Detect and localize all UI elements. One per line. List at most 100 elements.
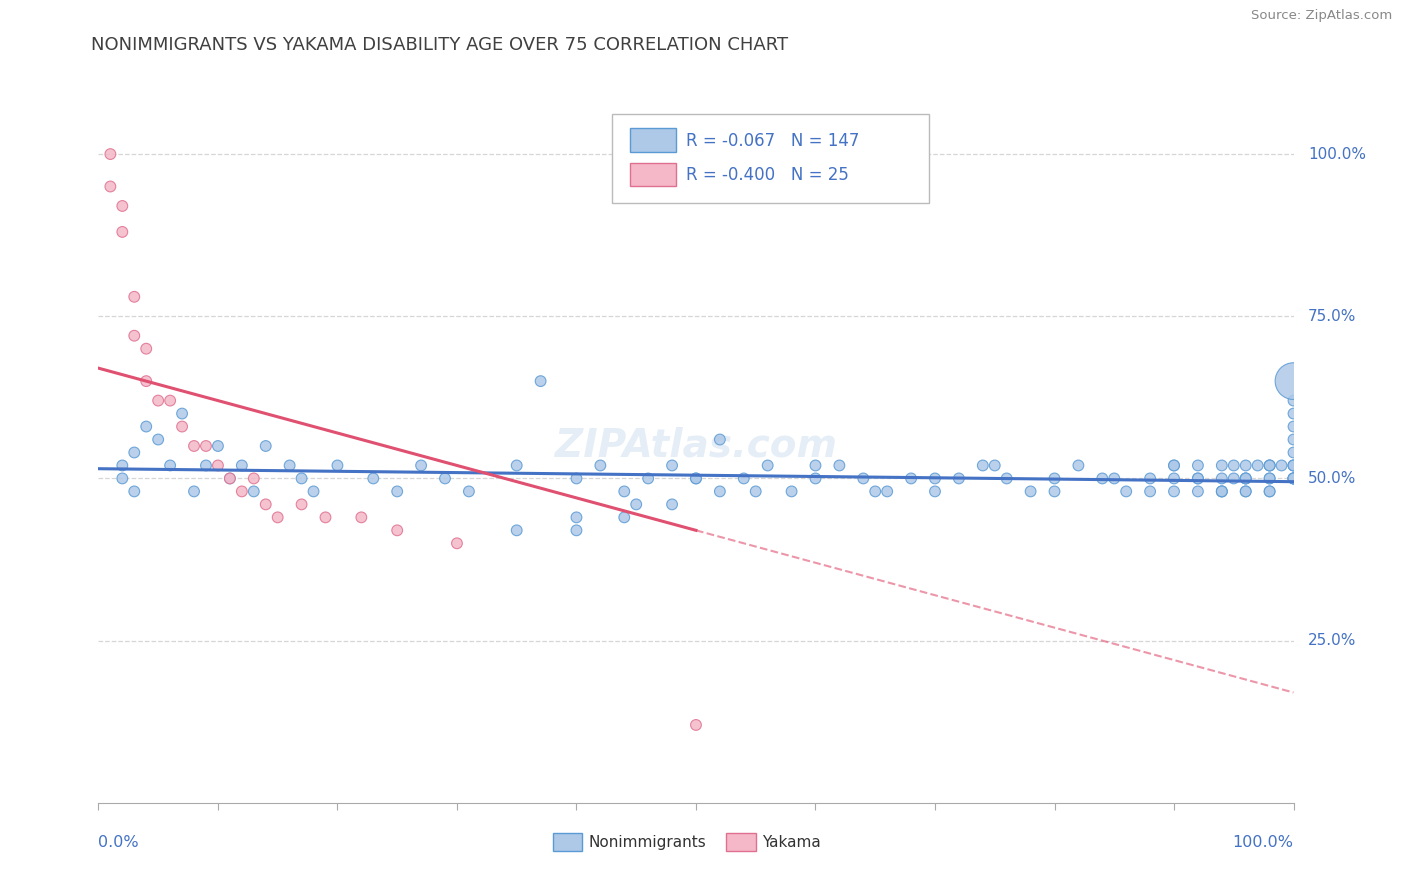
Point xyxy=(1282,471,1305,485)
Point xyxy=(506,458,529,473)
Point xyxy=(637,471,659,485)
Text: 0.0%: 0.0% xyxy=(98,835,139,850)
Point xyxy=(1187,471,1209,485)
Point xyxy=(363,471,385,485)
Point xyxy=(1247,458,1270,473)
Point xyxy=(183,439,205,453)
Point xyxy=(530,374,553,388)
Text: R = -0.067   N = 147: R = -0.067 N = 147 xyxy=(686,132,860,150)
Point xyxy=(1211,484,1233,499)
Point xyxy=(1091,471,1114,485)
Point xyxy=(733,471,755,485)
Text: Nonimmigrants: Nonimmigrants xyxy=(589,835,706,850)
Point xyxy=(1258,471,1281,485)
Point xyxy=(111,471,134,485)
Point xyxy=(924,471,946,485)
Point xyxy=(1282,458,1305,473)
Point xyxy=(661,497,683,511)
Point xyxy=(111,458,134,473)
Point xyxy=(661,458,683,473)
Point xyxy=(709,433,731,447)
Point xyxy=(1282,458,1305,473)
Point xyxy=(446,536,468,550)
Point xyxy=(900,471,922,485)
Point xyxy=(302,484,325,499)
Point xyxy=(195,439,218,453)
Text: 50.0%: 50.0% xyxy=(1308,471,1357,486)
Point xyxy=(98,179,122,194)
Point xyxy=(254,439,277,453)
Point xyxy=(231,458,253,473)
Point xyxy=(1258,458,1281,473)
Point xyxy=(1211,471,1233,485)
Point xyxy=(434,471,457,485)
Point xyxy=(159,393,181,408)
Point xyxy=(1282,419,1305,434)
Point xyxy=(1258,458,1281,473)
Point xyxy=(1234,471,1257,485)
Point xyxy=(148,433,170,447)
Point xyxy=(278,458,301,473)
Point xyxy=(745,484,768,499)
Point xyxy=(411,458,433,473)
Point xyxy=(1115,484,1137,499)
Point xyxy=(1282,471,1305,485)
Point xyxy=(350,510,373,524)
Text: 100.0%: 100.0% xyxy=(1308,146,1365,161)
Point xyxy=(1067,458,1090,473)
Point xyxy=(243,484,266,499)
Point xyxy=(195,458,218,473)
Point xyxy=(254,497,277,511)
Point xyxy=(135,342,157,356)
Point xyxy=(506,524,529,538)
Point xyxy=(804,458,827,473)
Point xyxy=(852,471,875,485)
Point xyxy=(315,510,337,524)
Point xyxy=(124,445,146,459)
Point xyxy=(1043,471,1066,485)
Point xyxy=(124,484,146,499)
Point xyxy=(159,458,181,473)
Point xyxy=(876,484,898,499)
Point xyxy=(1019,484,1042,499)
Text: 100.0%: 100.0% xyxy=(1233,835,1294,850)
FancyBboxPatch shape xyxy=(725,833,756,851)
Point xyxy=(111,225,134,239)
Point xyxy=(1282,458,1305,473)
Point xyxy=(172,419,194,434)
Point xyxy=(1282,407,1305,421)
Point xyxy=(98,147,122,161)
Point xyxy=(948,471,970,485)
Point xyxy=(124,328,146,343)
Point xyxy=(1234,458,1257,473)
Point xyxy=(972,458,994,473)
Point xyxy=(1187,458,1209,473)
Point xyxy=(1234,471,1257,485)
Text: ZIPAtlas.com: ZIPAtlas.com xyxy=(555,427,837,465)
FancyBboxPatch shape xyxy=(613,114,929,203)
Point xyxy=(984,458,1007,473)
Point xyxy=(1282,471,1305,485)
Point xyxy=(1234,484,1257,499)
Point xyxy=(172,407,194,421)
Point xyxy=(685,471,707,485)
Point xyxy=(995,471,1018,485)
Text: R = -0.400   N = 25: R = -0.400 N = 25 xyxy=(686,166,849,184)
Point xyxy=(326,458,349,473)
Point xyxy=(1282,374,1305,388)
Text: Yakama: Yakama xyxy=(762,835,821,850)
Point xyxy=(1271,458,1294,473)
Point xyxy=(1211,484,1233,499)
Point xyxy=(756,458,779,473)
Point xyxy=(780,484,803,499)
Point xyxy=(385,484,409,499)
Point xyxy=(804,471,827,485)
Point xyxy=(207,458,229,473)
Point xyxy=(1258,458,1281,473)
FancyBboxPatch shape xyxy=(630,128,676,152)
Point xyxy=(1258,484,1281,499)
Point xyxy=(148,393,170,408)
Text: Source: ZipAtlas.com: Source: ZipAtlas.com xyxy=(1251,9,1392,22)
Point xyxy=(865,484,887,499)
Point xyxy=(613,484,636,499)
